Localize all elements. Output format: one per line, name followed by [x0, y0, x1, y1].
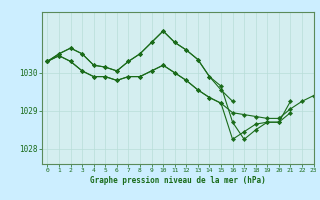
X-axis label: Graphe pression niveau de la mer (hPa): Graphe pression niveau de la mer (hPa): [90, 176, 266, 185]
